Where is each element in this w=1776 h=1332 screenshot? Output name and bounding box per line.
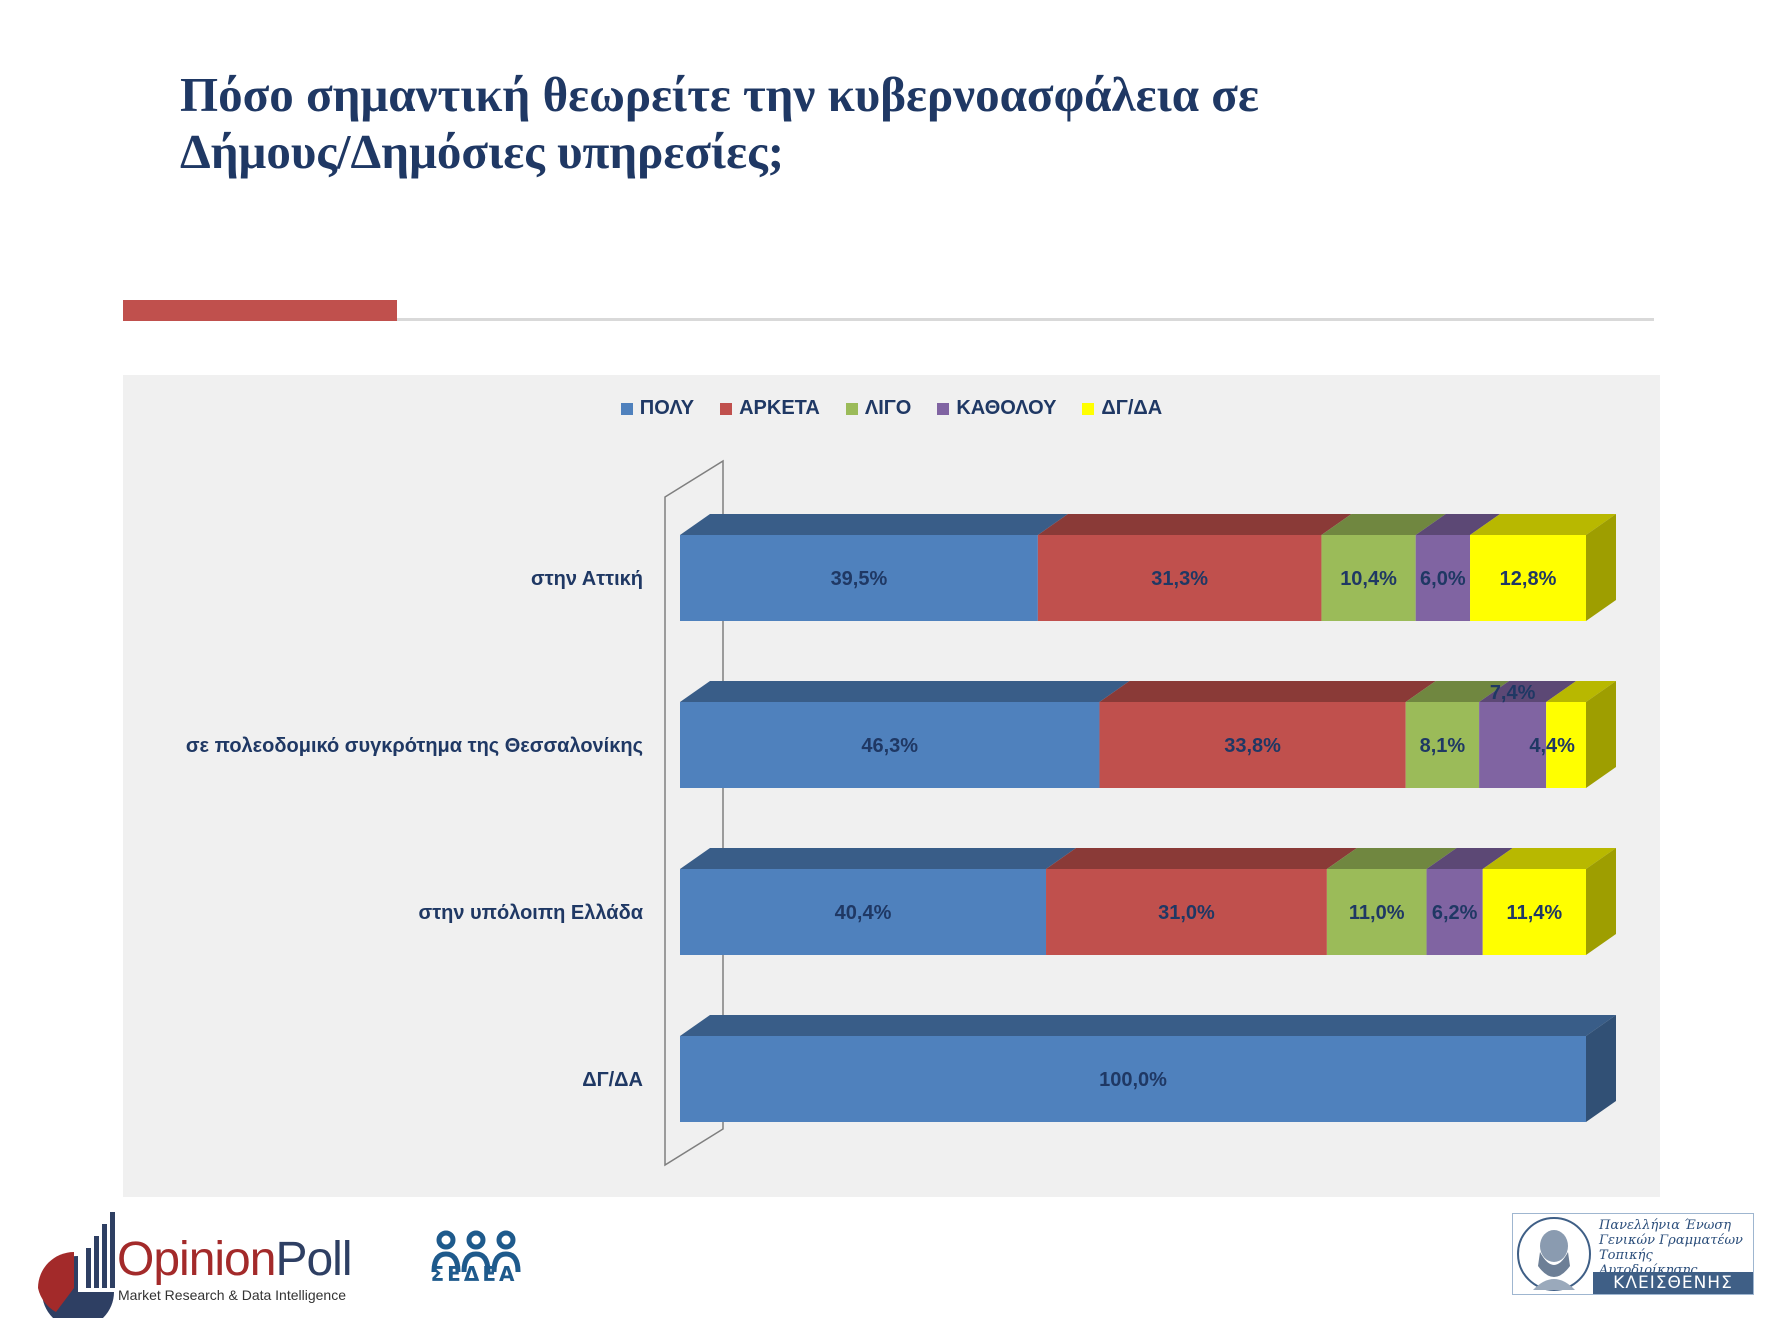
bar-top-face xyxy=(680,1015,1616,1036)
legend-label: ΔΓ/ΔΑ xyxy=(1101,397,1163,419)
data-label: 39,5% xyxy=(831,568,888,590)
title-line-1: Πόσο σημαντική θεωρείτε την κυβερνοασφάλ… xyxy=(180,67,1259,122)
title-accent-bar xyxy=(123,300,397,321)
legend-item: ΑΡΚΕΤΑ xyxy=(720,397,820,420)
data-label: 11,0% xyxy=(1349,902,1405,924)
data-label: 7,4% xyxy=(1490,682,1536,704)
bar-segment xyxy=(1321,535,1416,621)
title-divider xyxy=(397,318,1654,321)
legend-item: ΛΙΓΟ xyxy=(845,397,912,420)
bar-top-face xyxy=(680,681,1130,702)
category-label: στην υπόλοιπη Ελλάδα xyxy=(419,902,644,924)
bar-top-face xyxy=(1426,848,1513,869)
bar-side-face xyxy=(1586,848,1616,955)
page-title: Πόσο σημαντική θεωρείτε την κυβερνοασφάλ… xyxy=(180,66,1580,180)
bust-icon xyxy=(1517,1217,1591,1291)
legend-swatch xyxy=(720,402,733,415)
opinionpoll-logo-icon xyxy=(38,1212,115,1318)
data-label: 10,4% xyxy=(1340,568,1397,590)
sedea-logo-icon xyxy=(431,1230,521,1273)
legend-item: ΚΑΘΟΛΟΥ xyxy=(937,397,1056,420)
bar-top-face xyxy=(1479,681,1577,702)
bar-side-face xyxy=(1586,514,1616,621)
data-label: 6,0% xyxy=(1420,568,1466,590)
bar-top-face xyxy=(1546,681,1616,702)
kleisthenis-description: Πανελλήνια Ένωση Γενικών Γραμματέων Τοπι… xyxy=(1599,1218,1743,1278)
kleisthenis-name: ΚΛΕΙΣΘΕΝΗΣ xyxy=(1593,1272,1753,1294)
opinionpoll-tagline: Market Research & Data Intelligence xyxy=(118,1287,346,1303)
bar-segment xyxy=(1099,702,1406,788)
bar-side-face xyxy=(1586,1015,1616,1122)
bar-top-face xyxy=(1470,514,1616,535)
data-label: 8,1% xyxy=(1420,735,1466,757)
data-label: 46,3% xyxy=(861,735,918,757)
bar-segment xyxy=(1470,535,1586,621)
bar-segment xyxy=(1479,702,1547,788)
data-label: 33,8% xyxy=(1224,735,1281,757)
bar-segment xyxy=(1046,869,1327,955)
opinionpoll-wordmark: OpinionPoll xyxy=(117,1233,353,1286)
bar-top-face xyxy=(1037,514,1352,535)
kleisthenis-logo: Πανελλήνια Ένωση Γενικών Γραμματέων Τοπι… xyxy=(1512,1213,1754,1295)
stacked-bar-chart: 39,5% 31,3% 10,4% 6,0% 12,8% στην Αττική 46,3%… xyxy=(186,459,1616,1167)
bar-segment xyxy=(1405,702,1480,788)
bar-top-face xyxy=(1326,848,1457,869)
legend-swatch xyxy=(620,402,633,415)
category-label: σε πολεοδομικό συγκρότημα της Θεσσαλονίκ… xyxy=(186,735,643,757)
bar-segment xyxy=(1426,869,1483,955)
bar-top-face xyxy=(1415,514,1501,535)
data-label: 31,0% xyxy=(1158,902,1215,924)
sedea-name: ΣΕΔΕΑ xyxy=(430,1262,518,1286)
legend-label: ΠΟΛΥ xyxy=(639,397,695,419)
axis-wall xyxy=(664,459,724,1167)
title-line-2: Δήμους/Δημόσιες υπηρεσίες; xyxy=(180,124,785,179)
legend-swatch xyxy=(845,402,858,415)
bar-top-face xyxy=(680,848,1077,869)
bar-segment xyxy=(1037,535,1322,621)
chart-panel: ΠΟΛΥ ΑΡΚΕΤΑ ΛΙΓΟ ΚΑΘΟΛΟΥ ΔΓ/ΔΑ 39,5% 31,3% 10,… xyxy=(123,375,1660,1197)
bar-top-face xyxy=(1321,514,1446,535)
legend-swatch xyxy=(937,402,950,415)
bar-segment xyxy=(1482,869,1586,955)
legend-label: ΑΡΚΕΤΑ xyxy=(739,397,820,419)
legend-item: ΠΟΛΥ xyxy=(620,397,695,420)
data-label: 4,4% xyxy=(1529,735,1575,757)
category-label: ΔΓ/ΔΑ xyxy=(582,1069,643,1091)
legend-label: ΚΑΘΟΛΟΥ xyxy=(956,397,1057,419)
data-label: 100,0% xyxy=(1099,1069,1167,1091)
legend-item: ΔΓ/ΔΑ xyxy=(1082,397,1162,420)
bar-segment xyxy=(680,1036,1586,1122)
bar-top-face xyxy=(1099,681,1436,702)
bar-top-face xyxy=(1046,848,1357,869)
legend-label: ΛΙΓΟ xyxy=(864,397,912,419)
bar-side-face xyxy=(1586,681,1616,788)
data-label: 31,3% xyxy=(1151,568,1208,590)
bar-segment xyxy=(1546,702,1586,788)
data-label: 11,4% xyxy=(1507,902,1563,924)
chart-legend: ΠΟΛΥ ΑΡΚΕΤΑ ΛΙΓΟ ΚΑΘΟΛΟΥ ΔΓ/ΔΑ xyxy=(123,397,1660,420)
legend-swatch xyxy=(1082,402,1095,415)
data-label: 12,8% xyxy=(1500,568,1557,590)
data-label: 40,4% xyxy=(835,902,892,924)
category-label: στην Αττική xyxy=(531,568,643,590)
bar-top-face xyxy=(680,514,1068,535)
bar-top-face xyxy=(1405,681,1510,702)
bar-segment xyxy=(1326,869,1427,955)
bar-segment xyxy=(680,535,1038,621)
bar-segment xyxy=(680,702,1100,788)
bar-segment xyxy=(1415,535,1471,621)
bar-top-face xyxy=(1482,848,1616,869)
data-label: 6,2% xyxy=(1432,902,1478,924)
bar-segment xyxy=(680,869,1047,955)
